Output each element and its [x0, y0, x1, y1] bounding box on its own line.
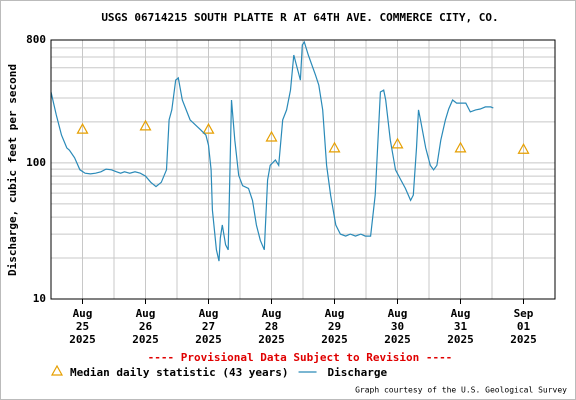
y-tick-label: 100: [26, 156, 46, 169]
median-marker: [328, 141, 341, 153]
x-tick-label: Aug 27 2025: [195, 307, 222, 346]
x-tick-label: Aug 30 2025: [384, 307, 411, 346]
median-marker: [454, 141, 467, 153]
median-marker: [265, 130, 278, 142]
x-tick-label: Aug 26 2025: [132, 307, 159, 346]
plot-frame: [50, 39, 556, 300]
legend-marker: [50, 364, 64, 376]
y-axis-label: Discharge, cubic feet per second: [6, 64, 19, 276]
plot-data: [50, 40, 530, 262]
median-marker: [517, 143, 530, 154]
credit: Graph courtesy of the U.S. Geological Su…: [355, 386, 567, 395]
legend-label: Discharge: [328, 366, 388, 379]
x-tick-label: Sep 01 2025: [510, 307, 537, 346]
discharge-line: [50, 40, 494, 262]
y-tick-label: 800: [26, 33, 46, 46]
y-tick-label: 10: [33, 292, 46, 305]
median-marker: [139, 119, 152, 131]
x-tick-label: Aug 28 2025: [258, 307, 285, 346]
x-tick-label: Aug 29 2025: [321, 307, 348, 346]
median-marker: [76, 122, 89, 134]
chart-title: USGS 06714215 SOUTH PLATTE R AT 64TH AVE…: [101, 11, 498, 24]
median-marker: [202, 122, 215, 134]
legend-label: Median daily statistic (43 years): [70, 366, 289, 379]
median-marker: [391, 137, 404, 149]
provisional-note: ---- Provisional Data Subject to Revisio…: [148, 351, 453, 364]
x-tick-label: Aug 25 2025: [69, 307, 96, 346]
x-tick-label: Aug 31 2025: [447, 307, 474, 346]
grid: [51, 39, 555, 300]
